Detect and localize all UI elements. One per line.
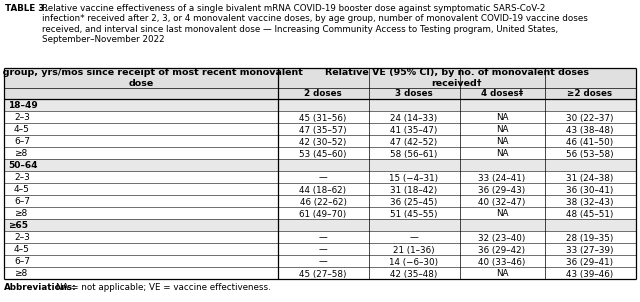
- Text: 36 (29–43): 36 (29–43): [478, 185, 525, 194]
- Text: 21 (1–36): 21 (1–36): [393, 246, 435, 255]
- Text: 46 (41–50): 46 (41–50): [566, 137, 614, 146]
- Text: ≥8: ≥8: [14, 269, 28, 278]
- Text: 31 (18–42): 31 (18–42): [390, 185, 438, 194]
- Text: 28 (19–35): 28 (19–35): [566, 233, 614, 243]
- Text: ≥2 doses: ≥2 doses: [568, 89, 612, 98]
- Text: 6–7: 6–7: [14, 137, 30, 146]
- Text: 45 (27–58): 45 (27–58): [300, 269, 347, 278]
- Text: 2–3: 2–3: [14, 114, 30, 123]
- Text: 48 (45–51): 48 (45–51): [566, 210, 614, 219]
- Text: Relative VE (95% CI), by no. of monovalent doses
received†: Relative VE (95% CI), by no. of monovale…: [325, 68, 589, 88]
- Text: 36 (29–42): 36 (29–42): [479, 246, 525, 255]
- Text: 46 (22–62): 46 (22–62): [300, 198, 346, 207]
- Text: 14 (−6–30): 14 (−6–30): [389, 258, 438, 266]
- Text: Abbreviations:: Abbreviations:: [4, 283, 77, 292]
- Text: 6–7: 6–7: [14, 258, 30, 266]
- Text: NA: NA: [496, 114, 508, 123]
- Text: ≥8: ≥8: [14, 210, 28, 219]
- Bar: [4, 68, 636, 279]
- Text: —: —: [319, 233, 328, 243]
- Text: 42 (30–52): 42 (30–52): [300, 137, 347, 146]
- Text: NA: NA: [496, 269, 508, 278]
- Text: —: —: [410, 233, 419, 243]
- Text: TABLE 3.: TABLE 3.: [5, 4, 48, 13]
- Text: 36 (25–45): 36 (25–45): [390, 198, 438, 207]
- Text: 2 doses: 2 doses: [304, 89, 342, 98]
- Text: NA: NA: [496, 137, 508, 146]
- Text: 44 (18–62): 44 (18–62): [300, 185, 347, 194]
- Bar: [4, 159, 636, 171]
- Text: 4 doses‡: 4 doses‡: [481, 89, 523, 98]
- Text: 42 (35–48): 42 (35–48): [390, 269, 438, 278]
- Text: 51 (45–55): 51 (45–55): [390, 210, 438, 219]
- Text: 33 (27–39): 33 (27–39): [566, 246, 614, 255]
- Text: 41 (35–47): 41 (35–47): [390, 126, 438, 134]
- Text: NA: NA: [496, 149, 508, 159]
- Text: 56 (53–58): 56 (53–58): [566, 149, 614, 159]
- Text: 61 (49–70): 61 (49–70): [300, 210, 347, 219]
- Text: 2–3: 2–3: [14, 233, 30, 243]
- Text: 45 (31–56): 45 (31–56): [300, 114, 347, 123]
- Text: —: —: [319, 174, 328, 182]
- Text: ≥65: ≥65: [8, 221, 28, 230]
- Text: 32 (23–40): 32 (23–40): [478, 233, 525, 243]
- Text: 33 (24–41): 33 (24–41): [478, 174, 525, 182]
- Text: 30 (22–37): 30 (22–37): [566, 114, 614, 123]
- Text: Relative vaccine effectiveness of a single bivalent mRNA COVID-19 booster dose a: Relative vaccine effectiveness of a sing…: [42, 4, 588, 44]
- Text: 6–7: 6–7: [14, 198, 30, 207]
- Text: 58 (56–61): 58 (56–61): [390, 149, 438, 159]
- Text: 53 (45–60): 53 (45–60): [300, 149, 347, 159]
- Text: ≥8: ≥8: [14, 149, 28, 159]
- Text: 43 (38–48): 43 (38–48): [566, 126, 614, 134]
- Text: 36 (30–41): 36 (30–41): [566, 185, 614, 194]
- Bar: [4, 68, 636, 99]
- Text: 31 (24–38): 31 (24–38): [566, 174, 614, 182]
- Text: —: —: [319, 246, 328, 255]
- Text: 4–5: 4–5: [14, 246, 30, 255]
- Text: 38 (32–43): 38 (32–43): [566, 198, 614, 207]
- Text: 40 (32–47): 40 (32–47): [478, 198, 525, 207]
- Bar: [4, 99, 636, 111]
- Text: NA: NA: [496, 126, 508, 134]
- Text: 47 (42–52): 47 (42–52): [390, 137, 438, 146]
- Text: 43 (39–46): 43 (39–46): [566, 269, 614, 278]
- Text: 40 (33–46): 40 (33–46): [478, 258, 525, 266]
- Text: 36 (29–41): 36 (29–41): [566, 258, 614, 266]
- Text: 47 (35–57): 47 (35–57): [299, 126, 347, 134]
- Text: —: —: [319, 258, 328, 266]
- Text: Age group, yrs/mos since receipt of most recent monovalent
dose: Age group, yrs/mos since receipt of most…: [0, 68, 303, 88]
- Text: NA = not applicable; VE = vaccine effectiveness.: NA = not applicable; VE = vaccine effect…: [56, 283, 271, 292]
- Text: 24 (14–33): 24 (14–33): [390, 114, 438, 123]
- Text: 4–5: 4–5: [14, 185, 30, 194]
- Bar: [4, 219, 636, 231]
- Text: 15 (−4–31): 15 (−4–31): [389, 174, 438, 182]
- Text: 18–49: 18–49: [8, 101, 38, 111]
- Text: 50–64: 50–64: [8, 162, 38, 171]
- Text: NA: NA: [496, 210, 508, 219]
- Text: 2–3: 2–3: [14, 174, 30, 182]
- Text: 4–5: 4–5: [14, 126, 30, 134]
- Text: 3 doses: 3 doses: [395, 89, 433, 98]
